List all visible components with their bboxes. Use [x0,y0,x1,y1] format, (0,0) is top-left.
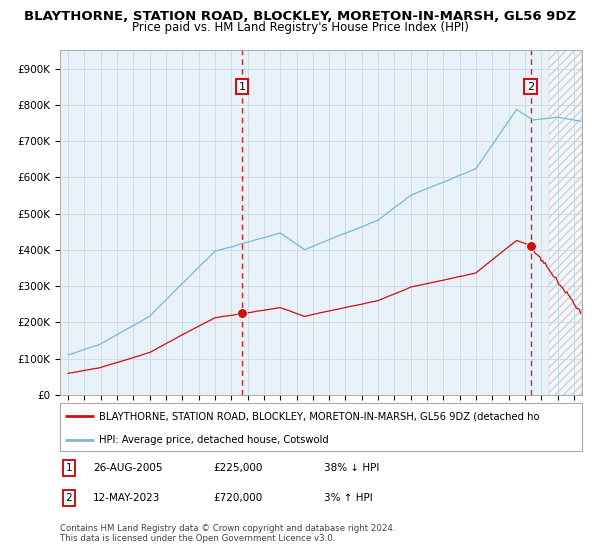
Text: 2: 2 [527,82,535,92]
Text: 1: 1 [238,82,245,92]
Text: HPI: Average price, detached house, Cotswold: HPI: Average price, detached house, Cots… [99,435,329,445]
Text: Price paid vs. HM Land Registry's House Price Index (HPI): Price paid vs. HM Land Registry's House … [131,21,469,34]
Text: 12-MAY-2023: 12-MAY-2023 [93,493,160,503]
Text: £225,000: £225,000 [213,463,262,473]
Text: 2: 2 [65,493,73,503]
Text: 38% ↓ HPI: 38% ↓ HPI [324,463,379,473]
Bar [550,50,582,395]
Text: 1: 1 [65,463,73,473]
Text: Contains HM Land Registry data © Crown copyright and database right 2024.: Contains HM Land Registry data © Crown c… [60,524,395,533]
Text: BLAYTHORNE, STATION ROAD, BLOCKLEY, MORETON-IN-MARSH, GL56 9DZ (detached ho: BLAYTHORNE, STATION ROAD, BLOCKLEY, MORE… [99,411,539,421]
Text: This data is licensed under the Open Government Licence v3.0.: This data is licensed under the Open Gov… [60,534,335,543]
Text: 26-AUG-2005: 26-AUG-2005 [93,463,163,473]
Text: £720,000: £720,000 [213,493,262,503]
Text: BLAYTHORNE, STATION ROAD, BLOCKLEY, MORETON-IN-MARSH, GL56 9DZ: BLAYTHORNE, STATION ROAD, BLOCKLEY, MORE… [24,10,576,23]
Text: 3% ↑ HPI: 3% ↑ HPI [324,493,373,503]
